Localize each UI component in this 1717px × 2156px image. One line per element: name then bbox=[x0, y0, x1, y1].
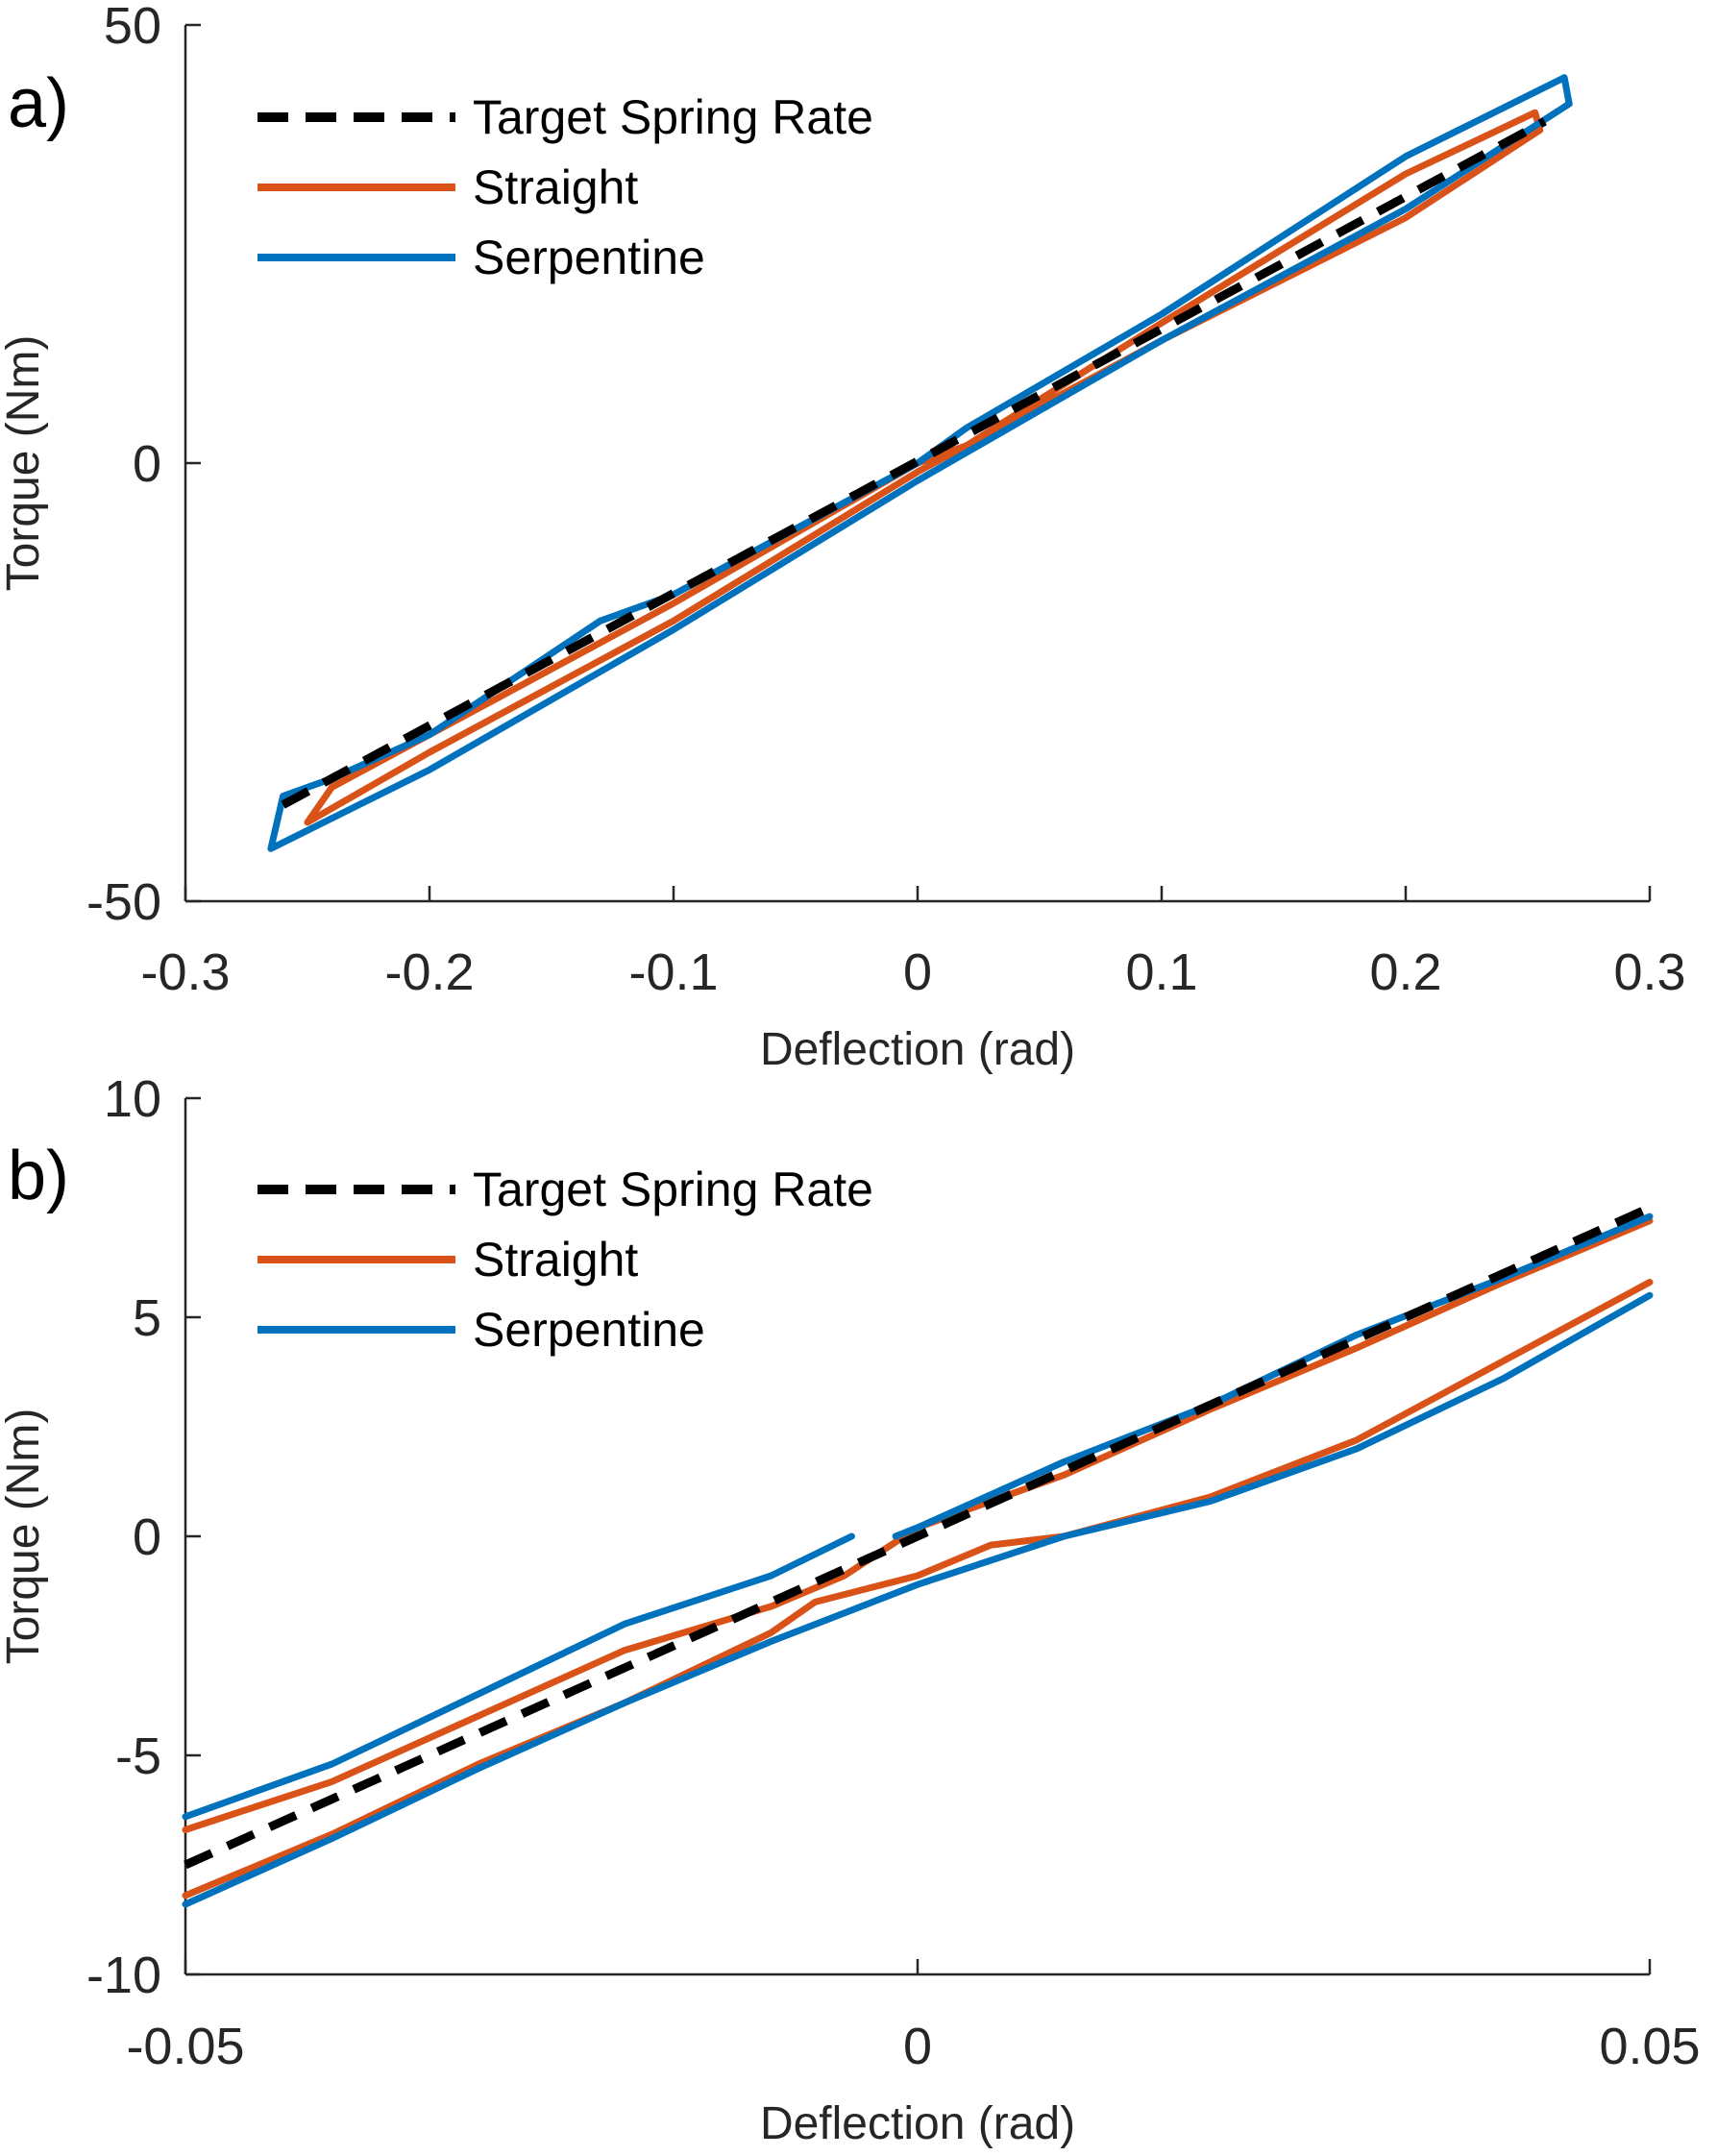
chart-b-series-serpentine-line bbox=[182, 1291, 1654, 1908]
chart-b-y-tick-label: 10 bbox=[104, 1070, 161, 1128]
chart-a-x-tick-label: -0.2 bbox=[384, 943, 474, 1001]
chart-a-y-tick-label: 0 bbox=[133, 435, 161, 493]
chart-b-x-tick-label: 0 bbox=[903, 2018, 932, 2075]
chart-b-y-axis-title: Torque (Nm) bbox=[0, 1409, 49, 1665]
chart-b-y-tick-label: 0 bbox=[133, 1508, 161, 1566]
chart-b-panel-label: b) bbox=[8, 1138, 69, 1214]
chart-b-x-axis-title: Deflection (rad) bbox=[760, 2098, 1075, 2149]
chart-b-x-tick-label: 0.05 bbox=[1599, 2018, 1700, 2075]
chart-a-y-axis-title: Torque (Nm) bbox=[0, 335, 49, 592]
chart-b-series-serpentine-line bbox=[182, 1532, 855, 1821]
chart-b-series-target-spring-rate-line bbox=[184, 1203, 1652, 1870]
chart-a-series-straight-line bbox=[304, 109, 1544, 826]
chart-b-y-tick-label: -5 bbox=[115, 1727, 161, 1785]
chart-a-legend-label-straight: Straight bbox=[473, 160, 638, 214]
chart-b-legend-label-straight: Straight bbox=[473, 1233, 638, 1286]
chart-b-y-tick-label: -10 bbox=[86, 1947, 161, 2004]
chart-b-x-tick-label: -0.05 bbox=[126, 2018, 244, 2075]
chart-b-series-straight-line bbox=[182, 1279, 1654, 1899]
chart-a-series-target-spring-rate-line bbox=[281, 117, 1547, 809]
panel-a: -0.3 -0.2 -0.1 0 0.1 0.2 0.3 -50 0 50 Deflection (… bbox=[0, 0, 1686, 1075]
chart-a-x-tick-label: -0.1 bbox=[628, 943, 718, 1001]
chart-b-legend-label-target-spring-rate: Target Spring Rate bbox=[473, 1163, 873, 1216]
chart-a-panel-label: a) bbox=[8, 65, 69, 142]
chart-a-legend-label-target-spring-rate: Target Spring Rate bbox=[473, 90, 873, 144]
chart-a-x-tick-label: 0.3 bbox=[1613, 943, 1685, 1001]
chart-a-x-tick-label: 0 bbox=[903, 943, 932, 1001]
chart-a-x-axis-title: Deflection (rad) bbox=[760, 1024, 1075, 1075]
chart-b-y-tick-label: 5 bbox=[133, 1289, 161, 1347]
chart-b-legend-label-serpentine: Serpentine bbox=[473, 1303, 705, 1357]
chart-a-y-tick-label: 50 bbox=[104, 0, 161, 55]
chart-a-x-tick-label: 0.1 bbox=[1125, 943, 1197, 1001]
chart-b-series-serpentine-line bbox=[892, 1213, 1654, 1540]
chart-a-series-serpentine-line bbox=[267, 74, 1573, 852]
chart-a-y-tick-label: -50 bbox=[86, 873, 161, 931]
chart-a-legend-label-serpentine: Serpentine bbox=[473, 231, 705, 284]
chart-a-x-tick-label: -0.3 bbox=[140, 943, 230, 1001]
panel-b: -0.05 0 0.05 -10 -5 0 5 10 Deflection (rad) Torqu… bbox=[0, 1070, 1701, 2149]
chart-a-x-tick-label: 0.2 bbox=[1369, 943, 1441, 1001]
